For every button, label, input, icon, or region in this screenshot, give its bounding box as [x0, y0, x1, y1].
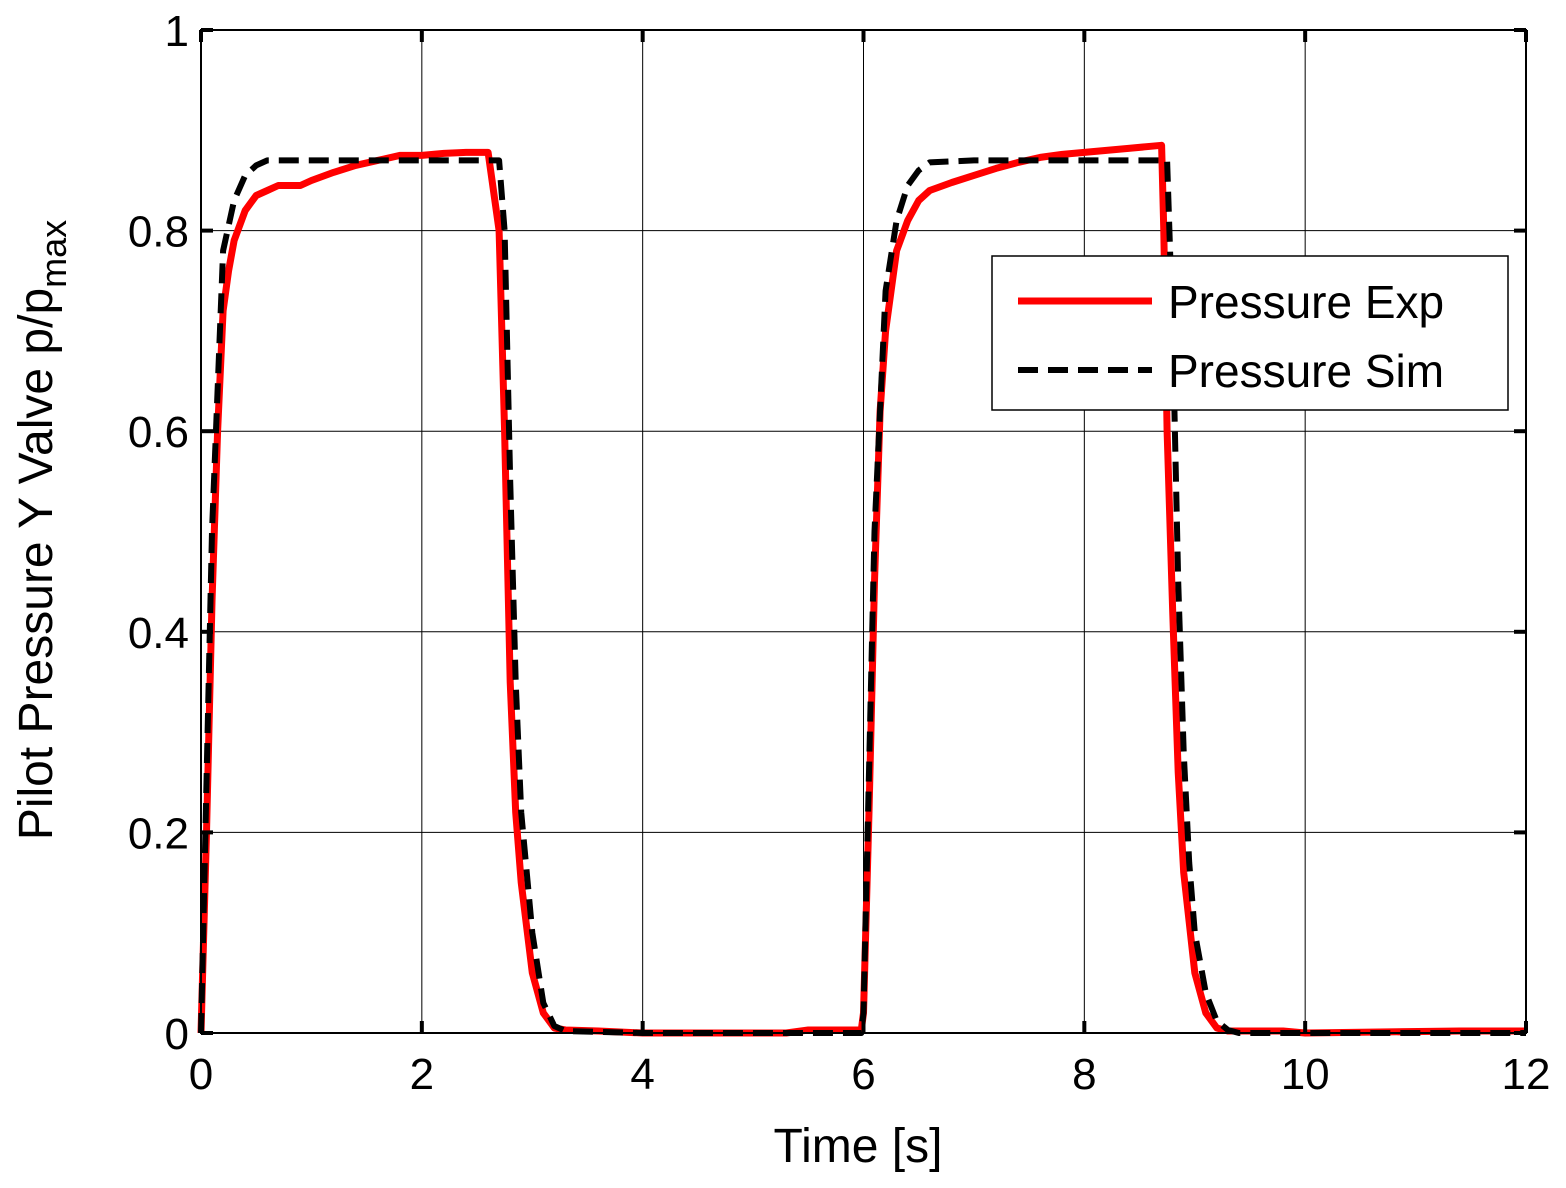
tick-marks [199, 28, 1528, 1035]
y-tick-label: 0.4 [128, 609, 189, 658]
legend-box [991, 255, 1509, 411]
y-tick-label: 0.6 [128, 408, 189, 457]
y-axis-label-main: Pilot Pressure Y Valve p/p [10, 288, 63, 840]
x-tick-label: 2 [410, 1050, 434, 1099]
y-axis-label-subscript: max [33, 220, 74, 288]
y-tick-label: 0.2 [128, 809, 189, 858]
legend: Pressure Exp Pressure Sim [991, 255, 1509, 411]
y-tick-label: 0 [165, 1010, 189, 1059]
legend-label-sim: Pressure Sim [1168, 345, 1444, 397]
x-tick-label: 12 [1502, 1050, 1551, 1099]
y-tick-label: 1 [165, 7, 189, 56]
x-tick-label: 8 [1072, 1050, 1096, 1099]
tick-labels: 0 2 4 6 8 10 12 0 0.2 0.4 0.6 0.8 1 [128, 7, 1551, 1099]
svg-text:Pilot Pressure Y Valve p/pmax: Pilot Pressure Y Valve p/pmax [10, 220, 74, 840]
x-tick-label: 0 [189, 1050, 213, 1099]
x-tick-label: 4 [630, 1050, 654, 1099]
y-axis-label: Pilot Pressure Y Valve p/pmax [10, 220, 74, 840]
x-tick-label: 10 [1281, 1050, 1330, 1099]
y-tick-label: 0.8 [128, 208, 189, 257]
x-axis-label: Time [s] [774, 1120, 943, 1173]
legend-label-exp: Pressure Exp [1168, 276, 1444, 328]
x-tick-label: 6 [851, 1050, 875, 1099]
